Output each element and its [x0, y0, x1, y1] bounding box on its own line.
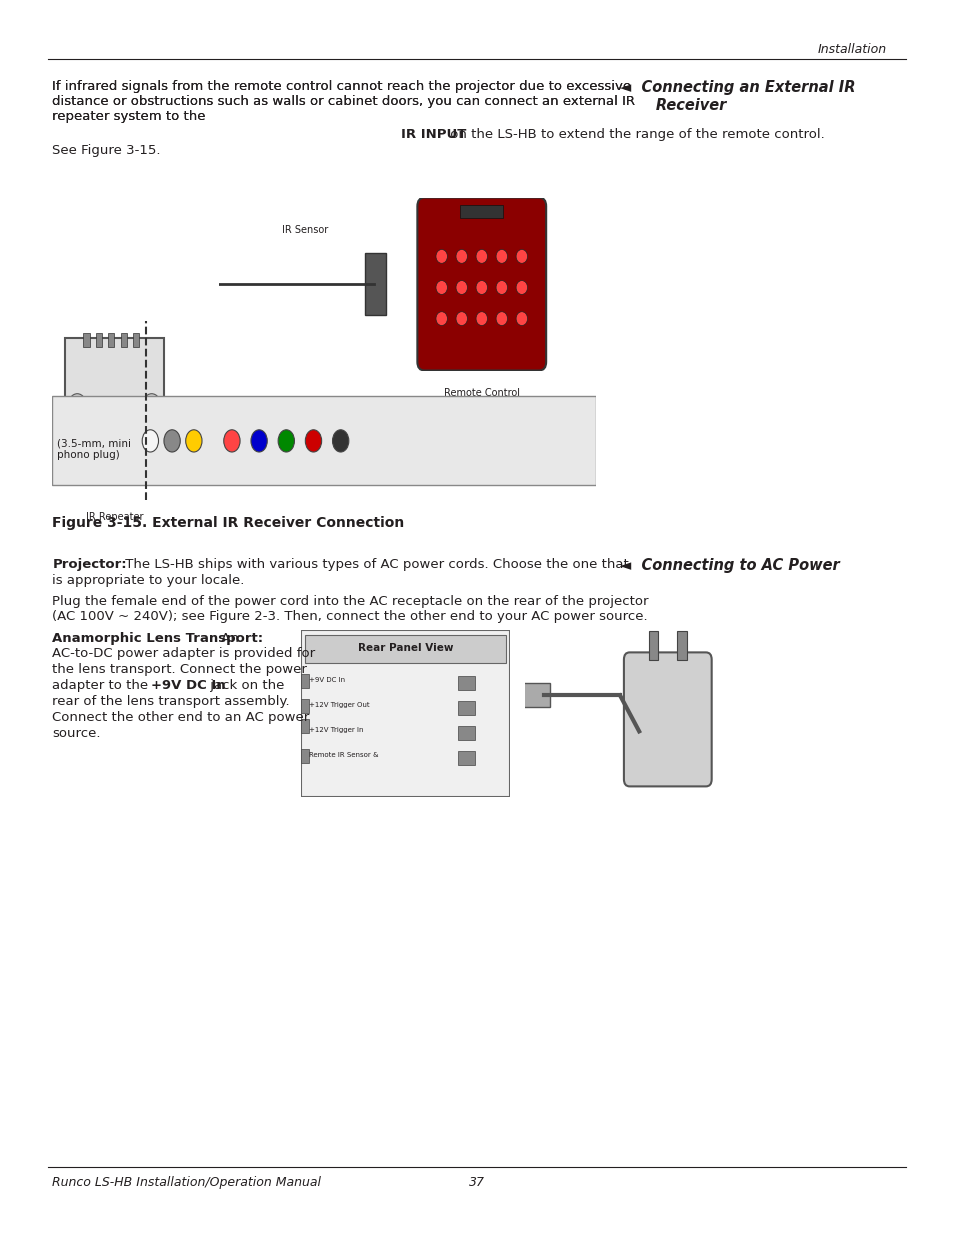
- Circle shape: [224, 430, 240, 452]
- Text: Remote IR Sensor &: Remote IR Sensor &: [309, 752, 378, 758]
- Text: IR Repeater: IR Repeater: [86, 513, 143, 522]
- Bar: [300, 719, 309, 732]
- Circle shape: [496, 280, 507, 294]
- Bar: [95, 333, 102, 347]
- Circle shape: [476, 249, 487, 263]
- Text: Installation: Installation: [818, 43, 886, 57]
- Text: Connect the other end to an AC power: Connect the other end to an AC power: [52, 711, 310, 725]
- Text: +12V Trigger In: +12V Trigger In: [309, 727, 363, 732]
- Text: 37: 37: [469, 1176, 484, 1189]
- Text: ◄  Connecting to AC Power: ◄ Connecting to AC Power: [619, 558, 839, 573]
- Circle shape: [278, 430, 294, 452]
- Bar: [120, 333, 127, 347]
- Text: The LS-HB ships with various types of AC power cords. Choose the one that: The LS-HB ships with various types of AC…: [121, 558, 628, 572]
- Bar: [84, 333, 90, 347]
- Text: Rear Panel View: Rear Panel View: [357, 643, 453, 653]
- Bar: [365, 253, 386, 315]
- Circle shape: [436, 280, 447, 294]
- Bar: [133, 333, 139, 347]
- Bar: [304, 636, 506, 663]
- FancyBboxPatch shape: [416, 198, 545, 370]
- Circle shape: [516, 280, 527, 294]
- Bar: [457, 726, 475, 740]
- Bar: [65, 338, 164, 477]
- Text: IR Sensor: IR Sensor: [282, 225, 328, 235]
- Text: is appropriate to your locale.: is appropriate to your locale.: [52, 574, 245, 588]
- Circle shape: [305, 430, 321, 452]
- Circle shape: [436, 311, 447, 326]
- Circle shape: [496, 249, 507, 263]
- Circle shape: [476, 280, 487, 294]
- Text: Projector:: Projector:: [52, 558, 127, 572]
- Circle shape: [516, 311, 527, 326]
- Text: (3.5-mm, mini
phono plug): (3.5-mm, mini phono plug): [57, 438, 132, 459]
- Text: +12V Trigger Out: +12V Trigger Out: [309, 701, 369, 708]
- Text: If infrared signals from the remote control cannot reach the projector due to ex: If infrared signals from the remote cont…: [52, 80, 635, 124]
- Text: AC-to-DC power adapter is provided for: AC-to-DC power adapter is provided for: [52, 647, 315, 661]
- Circle shape: [456, 311, 467, 326]
- Circle shape: [436, 249, 447, 263]
- Text: jack on the: jack on the: [206, 679, 284, 693]
- Circle shape: [164, 430, 180, 452]
- Bar: [459, 205, 503, 219]
- Text: +9V DC In: +9V DC In: [309, 677, 345, 683]
- Text: source.: source.: [52, 727, 101, 741]
- Circle shape: [456, 249, 467, 263]
- Text: on the LS-HB to extend the range of the remote control.: on the LS-HB to extend the range of the …: [446, 128, 824, 142]
- Circle shape: [456, 280, 467, 294]
- Text: An: An: [216, 632, 238, 646]
- Text: rear of the lens transport assembly.: rear of the lens transport assembly.: [52, 695, 290, 709]
- Bar: [300, 750, 309, 763]
- Bar: [52, 396, 596, 485]
- Circle shape: [142, 430, 158, 452]
- Text: +9V DC In: +9V DC In: [151, 679, 225, 693]
- Text: Remote Control: Remote Control: [443, 389, 519, 399]
- Bar: [520, 683, 549, 708]
- Bar: [457, 676, 475, 689]
- Text: See Figure 3-15.: See Figure 3-15.: [52, 144, 161, 158]
- Circle shape: [68, 394, 87, 421]
- Circle shape: [476, 311, 487, 326]
- Text: Runco LS-HB Installation/Operation Manual: Runco LS-HB Installation/Operation Manua…: [52, 1176, 321, 1189]
- Bar: [300, 699, 309, 714]
- Bar: [677, 631, 686, 659]
- Circle shape: [516, 249, 527, 263]
- Text: If infrared signals from the remote control cannot reach the projector due to ex: If infrared signals from the remote cont…: [52, 80, 635, 124]
- Bar: [457, 751, 475, 764]
- Circle shape: [142, 394, 161, 421]
- Bar: [648, 631, 658, 659]
- Circle shape: [251, 430, 267, 452]
- Circle shape: [333, 430, 349, 452]
- Bar: [109, 333, 114, 347]
- Text: Anamorphic Lens Transport:: Anamorphic Lens Transport:: [52, 632, 263, 646]
- Text: Figure 3-15. External IR Receiver Connection: Figure 3-15. External IR Receiver Connec…: [52, 516, 404, 530]
- Circle shape: [496, 311, 507, 326]
- Text: ◄  Connecting an External IR
       Receiver: ◄ Connecting an External IR Receiver: [619, 80, 855, 112]
- Text: IR INPUT: IR INPUT: [400, 128, 466, 142]
- FancyBboxPatch shape: [623, 652, 711, 787]
- Bar: [457, 700, 475, 715]
- Text: Plug the female end of the power cord into the AC receptacle on the rear of the : Plug the female end of the power cord in…: [52, 595, 648, 624]
- Text: adapter to the: adapter to the: [52, 679, 152, 693]
- Text: the lens transport. Connect the power: the lens transport. Connect the power: [52, 663, 307, 677]
- Circle shape: [186, 430, 202, 452]
- Bar: [300, 674, 309, 688]
